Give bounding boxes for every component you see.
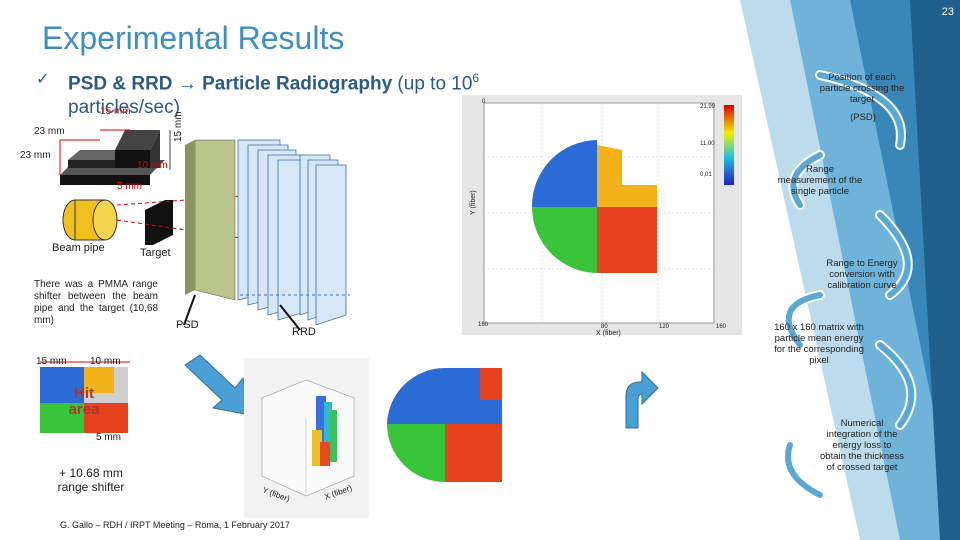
bullet-bold: PSD & RRD	[68, 73, 173, 95]
arrow-up-curved-icon	[625, 370, 659, 429]
plot-y-tick-160: 160	[478, 322, 489, 328]
checkmark-icon: ✓	[36, 71, 50, 88]
cycle-step-4: 160 x 160 matrix with particle mean ener…	[774, 322, 864, 366]
page-number: 23	[941, 6, 954, 18]
plot-x-tick-120: 120	[659, 324, 670, 330]
footer-text: G. Gallo – RDH / IRPT Meeting – Roma, 1 …	[60, 520, 290, 530]
target-label: Target	[140, 247, 171, 259]
hit-area-label: Hit area	[68, 385, 100, 418]
plot-y-axis-label: Y (fiber)	[470, 190, 477, 215]
slide-title: Experimental Results	[42, 20, 345, 56]
rrd-3d-plot	[244, 358, 369, 518]
bullet-sup: 6	[472, 71, 480, 85]
cbar-max: 21,99	[700, 104, 716, 110]
bullet-bold2: Particle Radiography	[202, 73, 393, 95]
dim-23mm-b: 23 mm	[20, 150, 51, 161]
dim-10mm: 10 mm	[137, 160, 168, 171]
detector-planes	[183, 139, 350, 331]
dim-5mm: 5 mm	[117, 181, 142, 192]
beam-pipe-label: Beam pipe	[52, 242, 105, 254]
energy-map-plot	[370, 360, 520, 490]
beam-setup-diagram	[62, 195, 256, 245]
cycle-step-5: Numerical integration of the energy loss…	[820, 418, 904, 473]
range-shifter-label: + 10.68 mm range shifter	[57, 466, 125, 494]
bullet-arrow: →	[177, 73, 197, 95]
cbar-min: 0,01	[700, 172, 712, 178]
cycle-step-2: Range measurement of the single particle	[777, 164, 863, 197]
psd-2d-histogram	[462, 95, 742, 335]
plot-x-tick-80: 80	[601, 324, 608, 330]
cycle-step-1b: (PSD)	[850, 112, 876, 123]
rrd-label: RRD	[292, 326, 316, 338]
plot-x-axis-label: X (fiber)	[596, 330, 621, 337]
bullet-rest2: particles/sec)	[68, 97, 180, 119]
target-geometry-diagram	[59, 129, 171, 185]
cycle-step-1: Position of each particle crossing the t…	[819, 72, 905, 105]
range-shifter-note: There was a PMMA range shifter between t…	[34, 279, 158, 326]
dim-15mm-top: 15 mm	[100, 106, 131, 117]
hit-dim-10mm: 10 mm	[90, 356, 121, 367]
plot-x-tick-160: 160	[716, 324, 727, 330]
bullet-rest: (up to 10	[397, 73, 473, 95]
cbar-mid: 11,00	[700, 141, 715, 147]
plot-y-tick-0: 0	[482, 99, 486, 105]
hit-dim-15mm: 15 mm	[36, 356, 67, 367]
dim-23mm-a: 23 mm	[34, 126, 65, 137]
hit-area-diagram	[40, 361, 130, 433]
psd-label: PSD	[176, 319, 199, 331]
hit-dim-5mm: 5 mm	[96, 432, 121, 443]
cycle-step-3: Range to Energy conversion with calibrat…	[826, 258, 898, 291]
process-cycle-diagram	[783, 70, 917, 500]
